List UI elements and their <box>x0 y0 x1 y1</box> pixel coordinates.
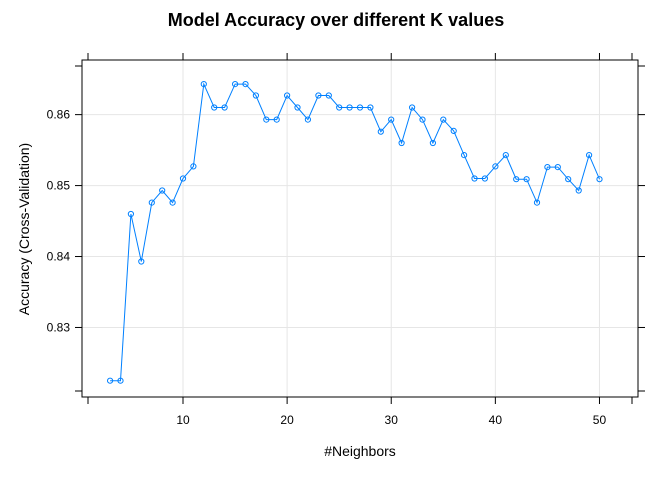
data-point <box>409 104 416 111</box>
data-point <box>544 164 551 171</box>
data-point <box>138 258 145 265</box>
data-point <box>356 104 364 111</box>
data-point <box>304 116 311 123</box>
data-point <box>179 175 187 182</box>
data-point <box>127 210 134 218</box>
data-point <box>294 104 301 111</box>
data-point <box>284 92 291 99</box>
data-point <box>554 164 561 171</box>
data-point <box>242 81 249 88</box>
data-point <box>398 139 405 147</box>
data-point <box>471 175 478 182</box>
data-point <box>575 187 582 194</box>
data-point <box>502 152 509 159</box>
x-axis-label: #Neighbors <box>324 443 396 459</box>
chart-title: Model Accuracy over different K values <box>168 10 504 30</box>
data-point <box>346 104 353 111</box>
y-tick-label: 0.83 <box>47 320 71 334</box>
data-point <box>565 176 572 183</box>
data-point <box>117 377 124 384</box>
data-point <box>440 116 447 123</box>
data-point <box>336 104 343 111</box>
y-tick-label: 0.86 <box>47 108 71 122</box>
y-tick-label: 0.84 <box>47 250 71 264</box>
data-point <box>419 116 426 123</box>
data-point <box>273 116 280 123</box>
grid-lines <box>82 60 638 397</box>
data-point <box>461 152 468 159</box>
x-tick-label: 50 <box>593 413 607 427</box>
data-point <box>325 92 332 99</box>
data-point <box>492 163 499 170</box>
data-point <box>523 176 530 183</box>
data-point <box>159 187 166 194</box>
data-point <box>533 199 541 206</box>
data-point <box>596 176 603 183</box>
axis-ticks: 10 20 30 40 50 0.83 0.84 0.85 0.86 <box>47 53 645 427</box>
data-point <box>200 81 207 88</box>
data-point <box>232 81 239 88</box>
data-point <box>148 199 155 206</box>
data-point <box>107 377 114 384</box>
data-point <box>481 175 488 182</box>
data-point <box>211 104 218 111</box>
series-layer <box>107 81 603 384</box>
data-point <box>429 139 436 147</box>
data-point <box>513 176 520 183</box>
data-point <box>169 199 176 206</box>
data-point <box>377 128 384 135</box>
data-point <box>388 116 395 123</box>
series-line <box>110 82 600 382</box>
x-tick-label: 20 <box>280 413 294 427</box>
data-point <box>221 104 228 111</box>
data-point <box>450 127 457 134</box>
data-point <box>367 104 374 111</box>
x-tick-label: 40 <box>489 413 503 427</box>
y-tick-label: 0.85 <box>47 179 71 193</box>
data-point <box>263 116 270 123</box>
y-axis-label: Accuracy (Cross-Validation) <box>16 143 32 315</box>
data-point <box>190 163 197 170</box>
data-point <box>315 92 322 99</box>
data-point <box>586 152 593 159</box>
x-tick-label: 30 <box>385 413 399 427</box>
plot-frame <box>81 59 639 398</box>
x-tick-label: 10 <box>176 413 190 427</box>
data-point <box>252 92 259 99</box>
